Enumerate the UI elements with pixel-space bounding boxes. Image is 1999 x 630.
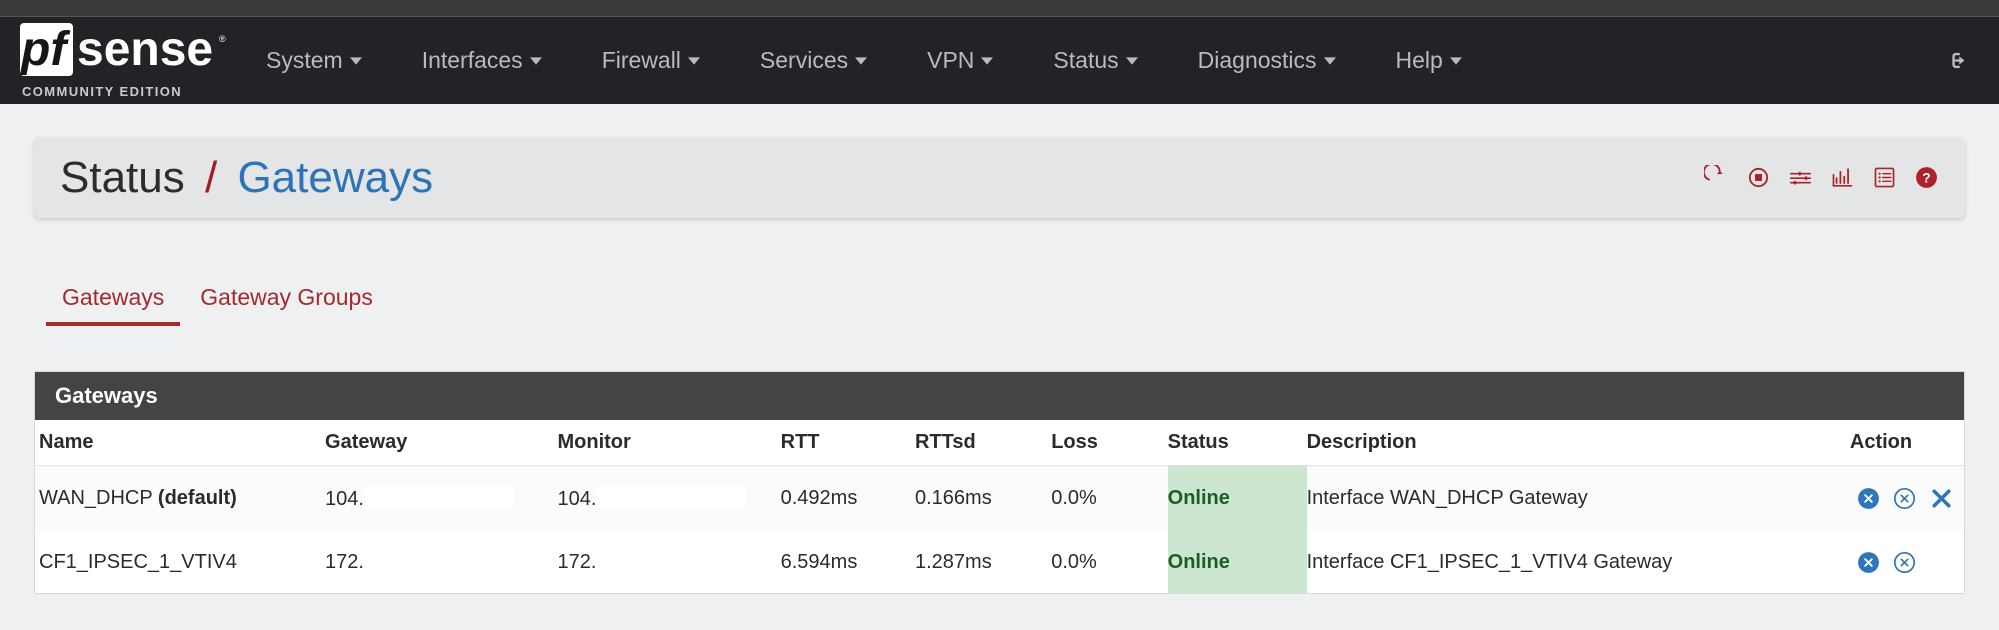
svg-text:®: ® bbox=[219, 34, 226, 44]
svg-text:?: ? bbox=[1922, 170, 1930, 186]
svg-text:pf: pf bbox=[20, 23, 70, 76]
svg-text:sense: sense bbox=[77, 23, 213, 76]
